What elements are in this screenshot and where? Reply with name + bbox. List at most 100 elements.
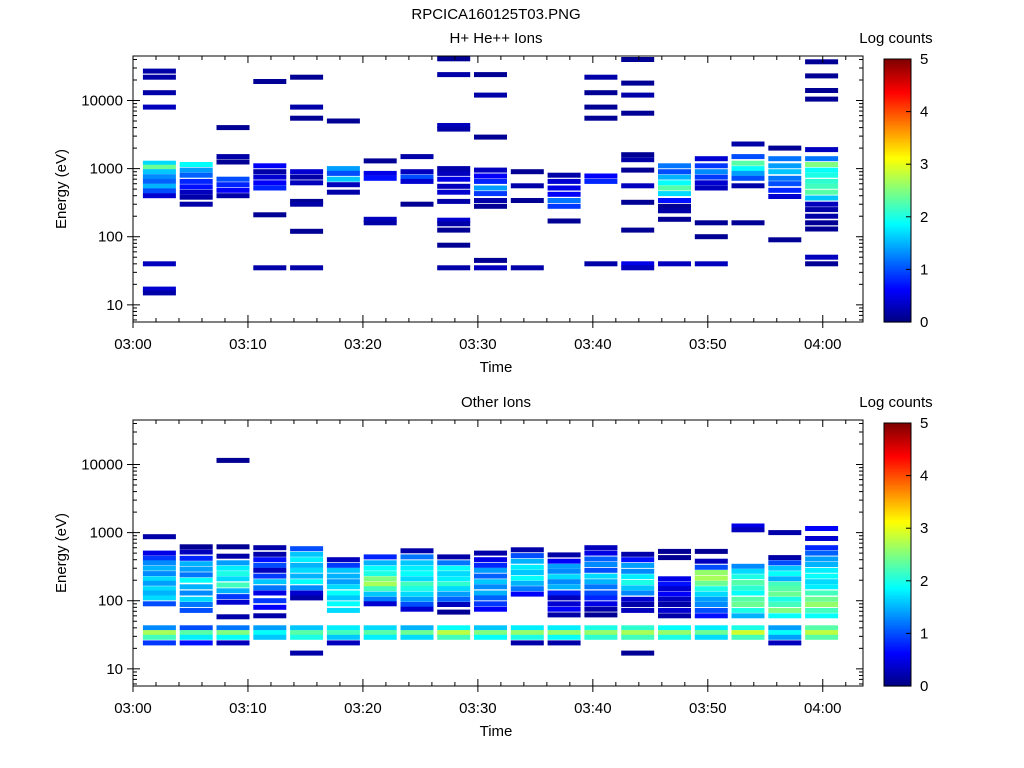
heatmap-cell [326, 182, 360, 188]
heatmap-cell [253, 634, 287, 640]
heatmap-cell [437, 126, 471, 132]
colorbar-segment [884, 137, 911, 141]
heatmap-cell [805, 213, 839, 219]
heatmap-cell [363, 571, 397, 577]
colorbar-segment [884, 78, 911, 82]
heatmap-cell [805, 550, 839, 556]
heatmap-cell [621, 568, 655, 574]
heatmap-cell [805, 189, 839, 195]
colorbar-segment [884, 69, 911, 73]
colorbar-segment [884, 273, 911, 277]
colorbar-segment [884, 633, 911, 637]
heatmap-cell [731, 523, 765, 529]
heatmap-cell [437, 581, 471, 587]
heatmap-cell [768, 181, 802, 187]
heatmap-cell [363, 565, 397, 571]
x-axis: 03:00 03:10 03:20 03:30 03:40 03:50 04:00 [114, 56, 847, 353]
colorbar-segment [884, 580, 911, 584]
heatmap-cell [253, 557, 287, 563]
colorbar-segment [884, 517, 911, 521]
heatmap-cell [437, 609, 471, 615]
heatmap-cell [694, 234, 728, 240]
heatmap-cell [326, 590, 360, 596]
colorbar-segment [884, 170, 911, 174]
colorbar-segment [884, 425, 911, 428]
heatmap-cell [547, 579, 581, 585]
heatmap-cell [658, 634, 691, 640]
heatmap-cell [179, 566, 213, 572]
heatmap-cell [731, 220, 765, 226]
x-tick-label: 03:20 [344, 700, 382, 717]
heatmap-cell [142, 68, 176, 74]
colorbar-segment [884, 280, 911, 284]
heatmap-cell [510, 591, 544, 597]
colorbar-segment [884, 433, 911, 437]
heatmap-cell [253, 567, 287, 573]
heatmap-cell [437, 217, 471, 223]
colorbar-segment [884, 565, 911, 569]
heatmap-cell [805, 590, 839, 596]
colorbar-segment [884, 300, 911, 303]
heatmap-cell [731, 580, 765, 585]
colorbar-segment [884, 278, 911, 281]
heatmap-cell [400, 591, 434, 597]
colorbar-segment [884, 74, 911, 78]
colorbar-segment [884, 655, 911, 659]
heatmap-cell [547, 625, 581, 631]
colorbar-segment [884, 556, 911, 560]
heatmap-cell [584, 601, 618, 607]
colorbar-segment [884, 151, 911, 154]
heatmap-cell [437, 265, 471, 271]
heatmap-cell [768, 187, 802, 193]
heatmap-cell [326, 640, 360, 646]
heatmap-cell [142, 595, 176, 601]
heatmap-cell [510, 634, 544, 640]
heatmap-cell [694, 261, 728, 267]
colorbar-segment [884, 262, 911, 266]
colorbar-segment [884, 648, 911, 652]
x-axis-label: Time [480, 359, 513, 376]
colorbar-segment [884, 251, 911, 255]
colorbar-segment [884, 135, 911, 139]
heatmap-cell [326, 601, 360, 607]
colorbar-segment [884, 159, 911, 163]
heatmap-cell [437, 198, 471, 204]
heatmap-cell [694, 607, 728, 613]
heatmap-cell [584, 573, 618, 579]
heatmap-cell [768, 565, 802, 571]
heatmap-cell [584, 606, 618, 612]
heatmap-cell [253, 169, 287, 175]
heatmap-cell [216, 560, 250, 566]
colorbar-segment [884, 635, 911, 639]
heatmap-cell [437, 242, 471, 248]
heatmap-cell [584, 612, 618, 618]
heatmap-cell [621, 580, 655, 585]
heatmap-cell [547, 612, 581, 618]
heatmap-cell [658, 596, 691, 602]
colorbar-segment [884, 572, 911, 575]
heatmap-cell [437, 634, 471, 640]
colorbar-segment [884, 197, 911, 200]
heatmap-cell [694, 630, 728, 636]
heatmap-cell [437, 560, 471, 566]
heatmap-cell [216, 457, 250, 463]
heatmap-cell [805, 178, 839, 184]
heatmap-cell [290, 551, 324, 557]
colorbar-segment [884, 510, 911, 514]
heatmap-cell [142, 74, 176, 80]
heatmap-cell [253, 163, 287, 169]
heatmap-cell [142, 580, 176, 586]
colorbar-segment [884, 76, 911, 80]
colorbar-segment [884, 225, 911, 229]
colorbar-segment [884, 490, 911, 494]
colorbar-segment [884, 479, 911, 483]
heatmap-cell [768, 630, 802, 636]
colorbar-segment [884, 282, 911, 286]
heatmap-cell [474, 173, 507, 179]
heatmap-cell [731, 596, 765, 602]
heatmap-cell [510, 265, 544, 271]
heatmap-cell [547, 203, 581, 209]
heatmap-cell [253, 625, 287, 631]
panel-title: Other Ions [461, 394, 531, 411]
heatmap-cell [474, 590, 507, 596]
